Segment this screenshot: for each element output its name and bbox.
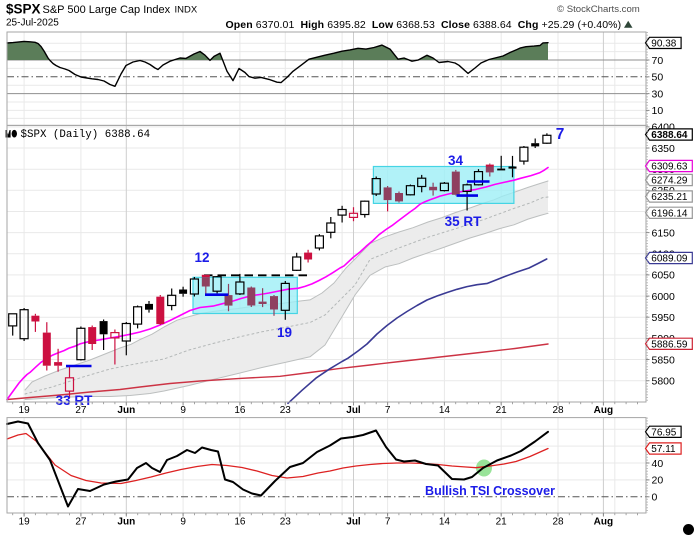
svg-text:7: 7 — [385, 517, 391, 528]
svg-text:6196.14: 6196.14 — [651, 208, 688, 219]
svg-text:16: 16 — [234, 405, 246, 416]
svg-text:23: 23 — [280, 517, 292, 528]
svg-text:6235.21: 6235.21 — [651, 192, 688, 203]
svg-text:Open 6370.01 High 6395.82 Lo: Open 6370.01 High 6395.82 Low 6368.53 Cl… — [226, 19, 622, 31]
svg-text:6089.09: 6089.09 — [651, 254, 688, 265]
svg-text:Jun: Jun — [117, 517, 135, 528]
svg-text:6150: 6150 — [652, 227, 676, 239]
svg-text:19: 19 — [277, 325, 292, 340]
svg-text:Bullish TSI Crossover: Bullish TSI Crossover — [425, 484, 555, 498]
svg-text:5886.59: 5886.59 — [651, 339, 688, 350]
svg-text:19: 19 — [19, 405, 31, 416]
svg-text:23: 23 — [280, 405, 292, 416]
svg-text:30: 30 — [652, 88, 664, 100]
svg-text:20: 20 — [652, 475, 664, 487]
svg-text:21: 21 — [496, 405, 508, 416]
svg-text:28: 28 — [552, 517, 564, 528]
svg-text:70: 70 — [652, 55, 664, 67]
svg-text:6388.64: 6388.64 — [651, 130, 688, 141]
svg-text:50: 50 — [652, 72, 664, 84]
svg-text:5950: 5950 — [652, 312, 676, 324]
svg-text:27: 27 — [75, 517, 87, 528]
svg-text:Jul: Jul — [346, 405, 361, 416]
svg-text:25-Jul-2025: 25-Jul-2025 — [6, 18, 59, 29]
svg-text:S&P 500 Large Cap Index: S&P 500 Large Cap Index — [43, 4, 171, 16]
svg-text:33 RT: 33 RT — [56, 393, 94, 408]
svg-text:34: 34 — [448, 153, 464, 168]
svg-text:19: 19 — [19, 517, 31, 528]
svg-text:6274.29: 6274.29 — [651, 176, 688, 187]
svg-text:12: 12 — [194, 250, 209, 265]
svg-text:90.38: 90.38 — [651, 39, 676, 50]
svg-text:INDX: INDX — [175, 5, 198, 16]
svg-text:$SPX (Daily) 6388.64: $SPX (Daily) 6388.64 — [21, 129, 151, 141]
svg-text:9: 9 — [180, 405, 186, 416]
svg-text:21: 21 — [496, 517, 508, 528]
svg-text:6050: 6050 — [652, 270, 676, 282]
svg-text:57.11: 57.11 — [651, 444, 676, 455]
svg-text:Jun: Jun — [117, 405, 135, 416]
svg-text:10: 10 — [652, 105, 664, 117]
svg-text:28: 28 — [552, 405, 564, 416]
svg-text:Aug: Aug — [594, 405, 613, 416]
svg-text:Jul: Jul — [346, 517, 361, 528]
svg-text:5850: 5850 — [652, 354, 676, 366]
svg-text:14: 14 — [439, 405, 451, 416]
svg-text:14: 14 — [439, 517, 451, 528]
svg-text:6309.63: 6309.63 — [651, 162, 688, 173]
svg-text:5800: 5800 — [652, 376, 676, 388]
svg-text:35 RT: 35 RT — [445, 214, 483, 229]
svg-text:16: 16 — [234, 517, 246, 528]
svg-text:27: 27 — [75, 405, 87, 416]
svg-text:6000: 6000 — [652, 291, 676, 303]
svg-text:$SPX: $SPX — [6, 2, 41, 17]
svg-text:0: 0 — [652, 492, 658, 504]
svg-text:7: 7 — [556, 126, 565, 143]
svg-text:6350: 6350 — [652, 143, 676, 155]
svg-text:76.95: 76.95 — [651, 427, 676, 438]
svg-text:© StockCharts.com: © StockCharts.com — [557, 4, 640, 15]
svg-text:7: 7 — [385, 405, 391, 416]
svg-text:40: 40 — [652, 458, 664, 470]
svg-text:9: 9 — [180, 517, 186, 528]
svg-text:Aug: Aug — [594, 517, 613, 528]
